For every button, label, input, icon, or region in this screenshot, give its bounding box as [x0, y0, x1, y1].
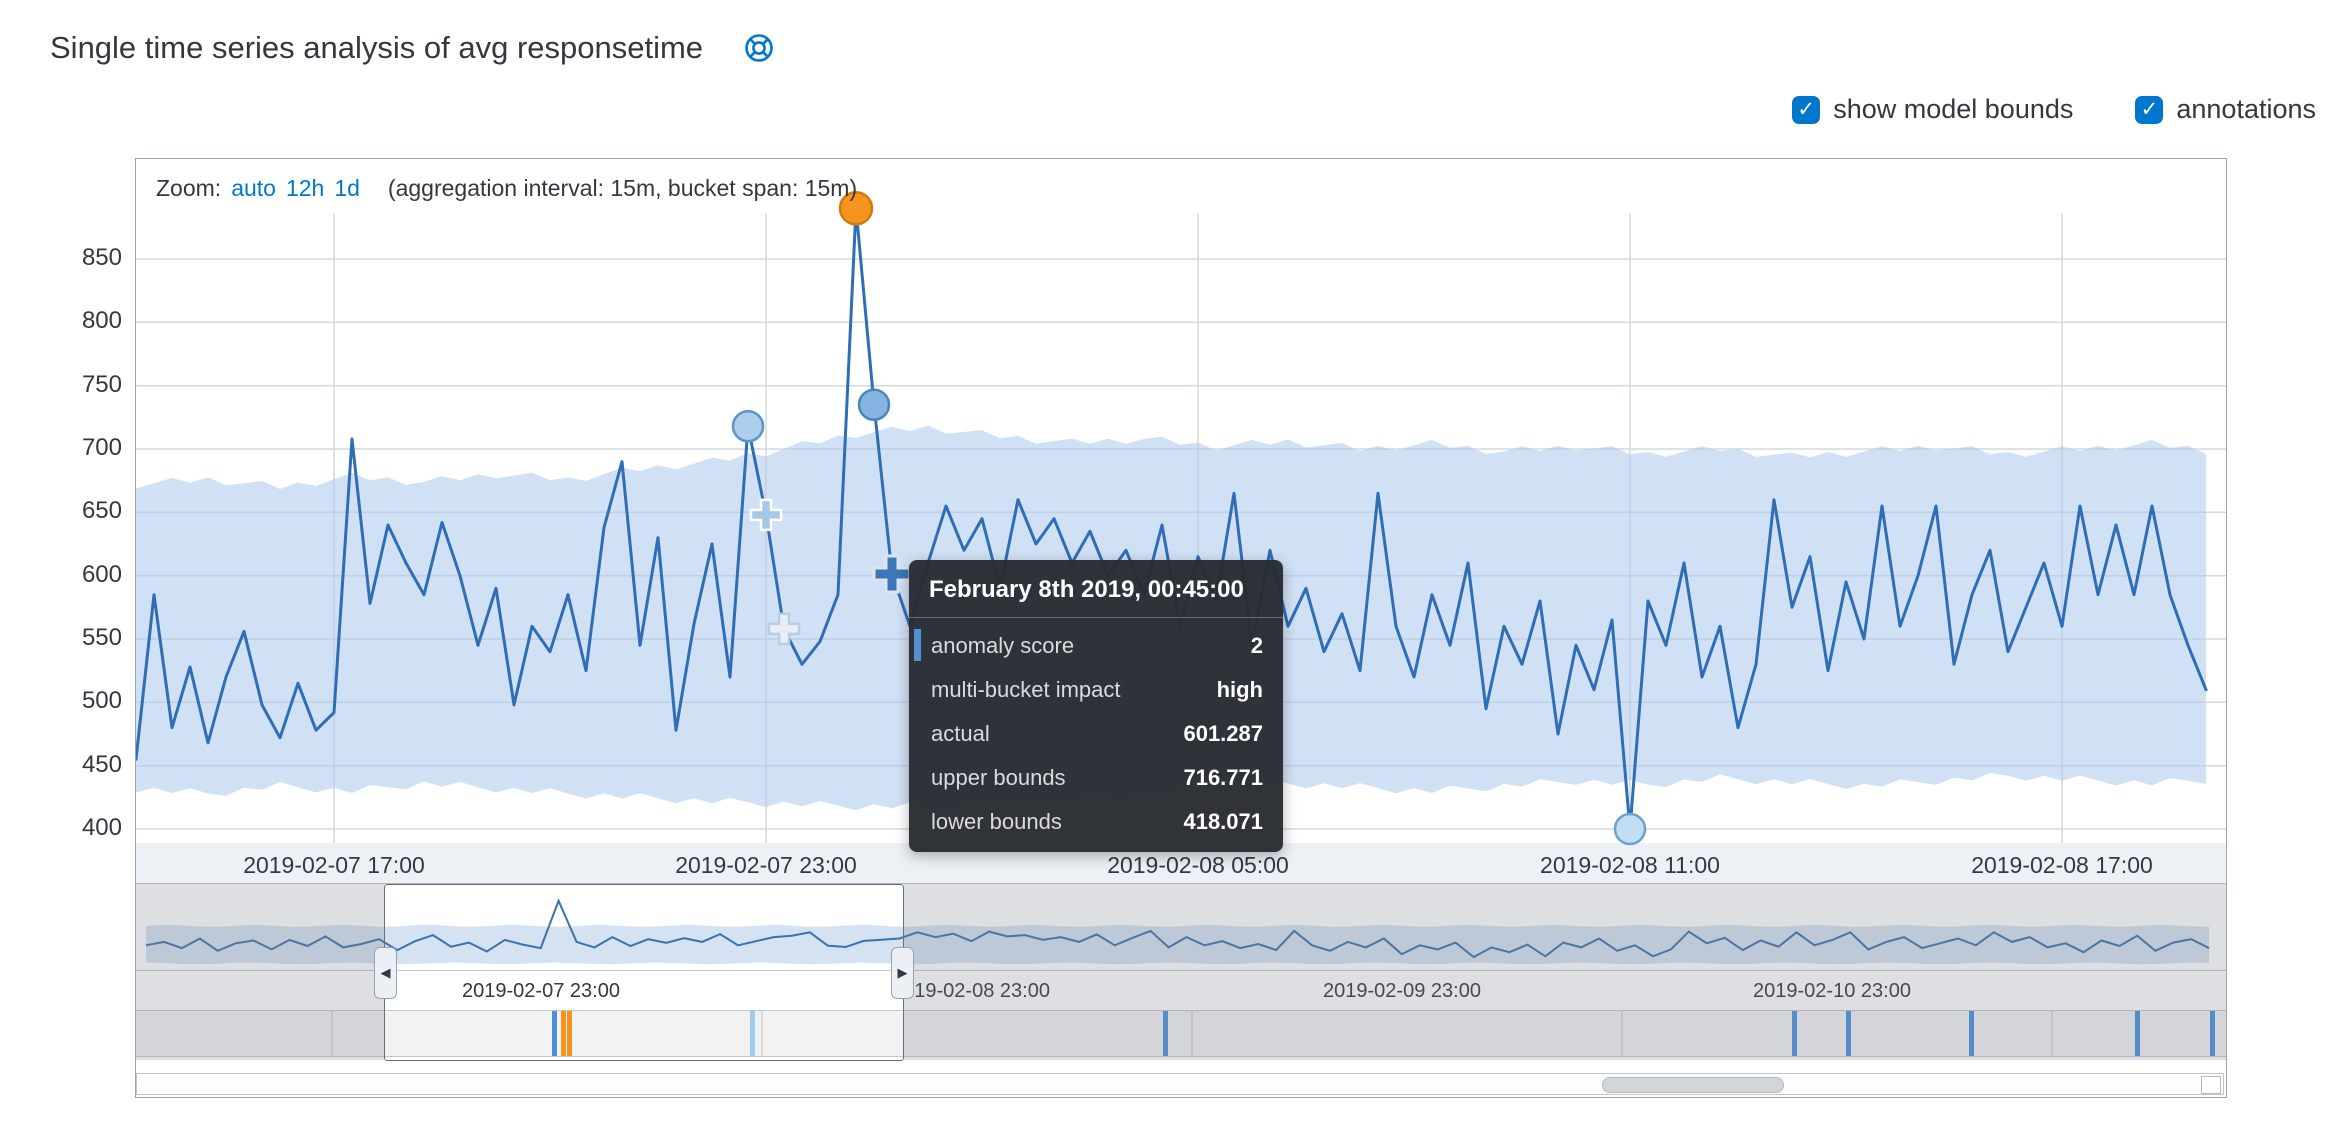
x-axis-label: 2019-02-08 05:00 [1107, 852, 1289, 878]
tooltip-row: lower bounds 418.071 [909, 800, 1283, 844]
x-axis-label: 2019-02-08 11:00 [1540, 852, 1720, 878]
anomaly-dot-marker [731, 409, 765, 443]
multi-bucket-cross-marker [749, 498, 783, 532]
context-axis-label: 2019-02-07 23:00 [462, 980, 620, 1002]
x-axis-label: 2019-02-08 17:00 [1971, 852, 2153, 878]
context-mask-left [136, 884, 384, 1060]
tooltip-row-label: anomaly score [931, 633, 1075, 658]
horizontal-scrollbar[interactable] [136, 1073, 2224, 1095]
context-axis-labels: 2019-02-07 23:00 2019-02-08 23:00 2019-02-… [136, 980, 2226, 1008]
multi-bucket-cross-marker [767, 612, 801, 646]
tooltip-row: anomaly score 2 [909, 624, 1283, 668]
context-mask-right [904, 884, 2226, 1060]
swimlane-anomaly-tick[interactable] [567, 1011, 572, 1056]
zoom-12h-link[interactable]: 12h [285, 175, 325, 201]
swimlane-anomaly-tick[interactable] [561, 1011, 566, 1056]
annotations-label: annotations [2176, 94, 2316, 124]
scrollbar-corner [2201, 1076, 2221, 1094]
tooltip-row-label: multi-bucket impact [931, 677, 1121, 702]
show-model-bounds-checkbox[interactable]: ✓ show model bounds [1792, 94, 2073, 125]
x-axis-label: 2019-02-07 17:00 [243, 852, 425, 878]
page-header: Single time series analysis of avg respo… [50, 30, 775, 66]
aggregation-note: (aggregation interval: 15m, bucket span:… [387, 175, 858, 201]
anomaly-dot-marker [838, 191, 874, 226]
anomaly-tooltip: February 8th 2019, 00:45:00 anomaly scor… [909, 560, 1283, 852]
zoom-bar: Zoom: auto 12h 1d (aggregation interval:… [156, 175, 857, 202]
page-title: Single time series analysis of avg respo… [50, 30, 704, 65]
context-chart-svg [145, 898, 2210, 965]
brush-handle-left[interactable]: ◀ [374, 947, 397, 999]
swimlane-cell-divider [2051, 1011, 2053, 1056]
y-axis-labels: 850 800 750 700 650 600 550 500 450 400 [56, 158, 122, 882]
swimlane-anomaly-tick[interactable] [552, 1011, 557, 1056]
y-axis-label: 650 [81, 497, 122, 524]
y-axis-label: 450 [81, 751, 122, 778]
scrollbar-thumb[interactable] [1602, 1077, 1784, 1093]
tooltip-title: February 8th 2019, 00:45:00 [909, 560, 1283, 618]
annotations-checkbox[interactable]: ✓ annotations [2135, 94, 2316, 125]
checkbox-check-icon: ✓ [2135, 95, 2164, 124]
tooltip-row: actual 601.287 [909, 712, 1283, 756]
swimlane-anomaly-tick[interactable] [1163, 1011, 1168, 1056]
context-series-line [145, 898, 2210, 959]
swimlane-anomaly-tick[interactable] [1969, 1011, 1974, 1056]
help-icon[interactable] [743, 32, 775, 64]
context-overview-chart[interactable] [136, 884, 2226, 971]
swimlane-anomaly-tick[interactable] [750, 1011, 755, 1056]
swimlane-anomaly-tick[interactable] [1792, 1011, 1797, 1056]
tooltip-row-value: 716.771 [1183, 765, 1263, 790]
swimlane-cell-divider [1621, 1011, 1623, 1056]
multi-bucket-cross-marker [872, 554, 912, 594]
y-axis-label: 550 [81, 624, 122, 651]
zoom-auto-link[interactable]: auto [231, 175, 276, 201]
swimlane-anomaly-tick[interactable] [2210, 1011, 2215, 1056]
context-axis-label: 2019-02-10 23:00 [1753, 980, 1911, 1002]
y-axis-label: 400 [81, 814, 122, 841]
tooltip-row-value: 418.071 [1183, 809, 1263, 834]
swimlane-anomaly-tick[interactable] [1846, 1011, 1851, 1056]
tooltip-series-color-bar [914, 629, 921, 661]
y-axis-label: 700 [81, 434, 122, 461]
anomaly-swimlane[interactable] [136, 1010, 2226, 1057]
y-axis-label: 750 [81, 371, 122, 398]
swimlane-cell-divider [761, 1011, 763, 1056]
anomaly-dot-marker [1613, 812, 1647, 846]
tooltip-row-value: high [1216, 677, 1263, 702]
brush-handle-right[interactable]: ▶ [891, 947, 914, 999]
swimlane-cell-divider [1191, 1011, 1193, 1056]
checkbox-check-icon: ✓ [1792, 95, 1821, 124]
anomaly-dot-marker [857, 388, 891, 421]
tooltip-row-label: lower bounds [931, 809, 1062, 834]
tooltip-rows: anomaly score 2 multi-bucket impact high act… [909, 624, 1283, 844]
y-axis-label: 600 [81, 561, 122, 588]
y-axis-label: 500 [81, 687, 122, 714]
context-axis-label: 2019-02-08 23:00 [892, 980, 1050, 1002]
context-section: 2019-02-07 23:00 2019-02-08 23:00 2019-02-… [136, 883, 2226, 1065]
chart-controls: ✓ show model bounds ✓ annotations [1792, 94, 2316, 125]
zoom-label: Zoom: [156, 175, 222, 201]
tooltip-row-value: 2 [1250, 633, 1263, 658]
tooltip-row-value: 601.287 [1183, 721, 1263, 746]
swimlane-cell-divider [331, 1011, 333, 1056]
context-axis-label: 2019-02-09 23:00 [1323, 980, 1481, 1002]
tooltip-row: upper bounds 716.771 [909, 756, 1283, 800]
y-axis-label: 850 [81, 244, 122, 271]
show-model-bounds-label: show model bounds [1833, 94, 2074, 124]
y-axis-label: 800 [81, 307, 122, 334]
tooltip-row: multi-bucket impact high [909, 668, 1283, 712]
tooltip-row-label: actual [931, 721, 990, 746]
life-ring-icon [745, 34, 773, 62]
swimlane-anomaly-tick[interactable] [2135, 1011, 2140, 1056]
brush-selection[interactable]: ◀ ▶ [374, 884, 914, 1061]
tooltip-row-label: upper bounds [931, 765, 1066, 790]
x-axis-label: 2019-02-07 23:00 [675, 852, 857, 878]
zoom-1d-link[interactable]: 1d [334, 175, 360, 201]
